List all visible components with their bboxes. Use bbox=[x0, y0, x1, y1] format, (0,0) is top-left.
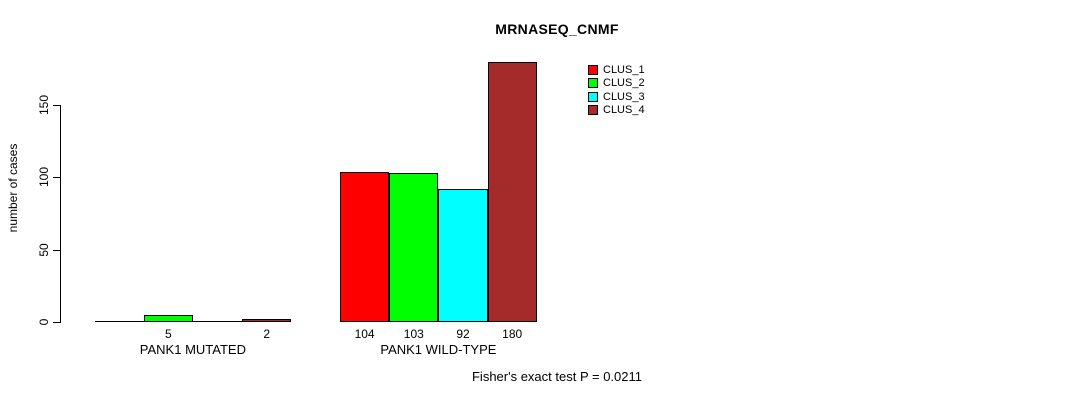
bar-value-label: 2 bbox=[263, 327, 271, 341]
y-tick-mark bbox=[53, 177, 60, 179]
bar-clus_4-2 bbox=[487, 62, 537, 322]
y-tick-mark bbox=[53, 249, 60, 251]
legend-swatch-icon bbox=[588, 91, 598, 102]
y-axis bbox=[60, 105, 61, 323]
legend-item-clus_4: CLUS_4 bbox=[588, 104, 658, 117]
legend-label: CLUS_3 bbox=[603, 90, 645, 103]
group-baseline bbox=[94, 321, 292, 322]
y-tick-label: 0 bbox=[37, 318, 51, 326]
legend-label: CLUS_2 bbox=[603, 77, 645, 90]
y-tick-mark bbox=[53, 105, 60, 106]
legend-swatch-icon bbox=[588, 104, 598, 115]
legend-item-clus_1: CLUS_1 bbox=[588, 64, 658, 77]
bar-value-label: 103 bbox=[403, 327, 424, 341]
bar-clus_3-2 bbox=[438, 189, 488, 322]
bar-value-label: 92 bbox=[456, 327, 470, 341]
bar-clus_1-2 bbox=[340, 172, 390, 322]
footnote: Fisher's exact test P = 0.0211 bbox=[471, 369, 642, 384]
group-label: PANK1 MUTATED bbox=[139, 342, 246, 357]
bar-value-label: 5 bbox=[164, 327, 172, 341]
legend-item-clus_2: CLUS_2 bbox=[588, 77, 658, 90]
group-label: PANK1 WILD-TYPE bbox=[380, 342, 497, 357]
y-axis-label: number of cases bbox=[6, 143, 20, 233]
legend-item-clus_3: CLUS_3 bbox=[588, 91, 658, 104]
bar-value-label: 104 bbox=[354, 327, 375, 341]
legend-label: CLUS_1 bbox=[603, 64, 645, 76]
legend-swatch-icon bbox=[588, 78, 598, 89]
y-tick-mark bbox=[53, 322, 60, 323]
y-tick-label: 100 bbox=[37, 167, 51, 188]
bar-clus_2-1 bbox=[143, 315, 193, 322]
bar-clus_4-1 bbox=[242, 319, 292, 322]
bar-value-label: 180 bbox=[502, 327, 523, 341]
bar-clus_2-2 bbox=[389, 173, 439, 322]
y-tick-label: 50 bbox=[37, 242, 51, 257]
y-tick-label: 150 bbox=[37, 94, 51, 116]
legend-label: CLUS_4 bbox=[603, 103, 645, 116]
chart-title: MRNASEQ_CNMF bbox=[495, 21, 619, 37]
legend-swatch-icon bbox=[588, 65, 598, 75]
